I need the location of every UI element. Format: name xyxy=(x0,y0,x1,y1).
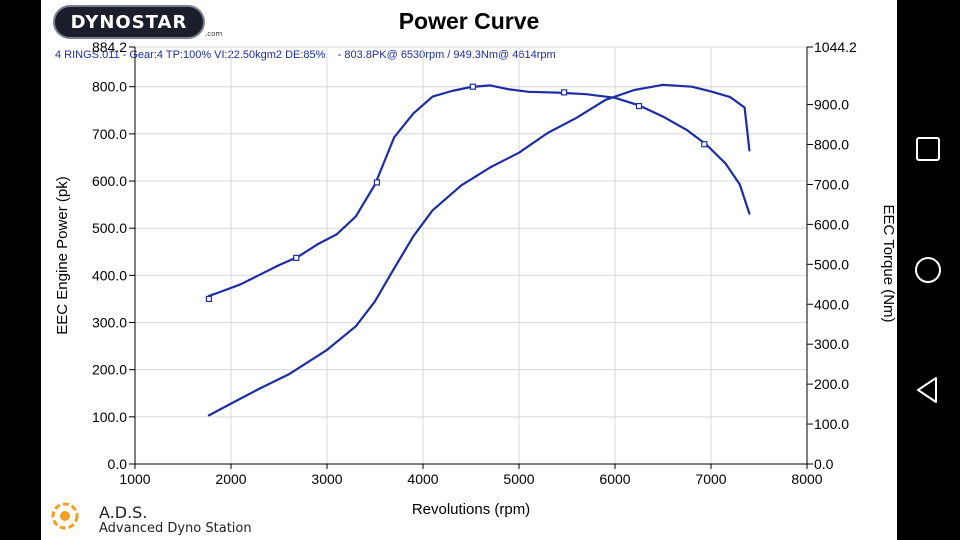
ads-brand-name: A.D.S. xyxy=(99,503,148,522)
circle-icon[interactable] xyxy=(913,255,943,285)
logo-suffix: .com xyxy=(205,30,223,38)
data-point-marker xyxy=(469,83,477,90)
ads-logo-icon xyxy=(51,502,79,530)
y-tick-label: 0.0 xyxy=(108,456,128,472)
x-tick-label: 4000 xyxy=(407,471,438,487)
y-tick-label: 400.0 xyxy=(92,267,127,283)
triangle-back-icon[interactable] xyxy=(913,375,943,405)
ads-brand-subtitle: Advanced Dyno Station xyxy=(99,521,252,536)
y-tick-label: 500.0 xyxy=(92,220,127,236)
chart-title: Power Curve xyxy=(398,8,540,34)
y2-tick-label: 700.0 xyxy=(814,176,849,192)
y2-tick-label: 0.0 xyxy=(814,456,834,472)
y-tick-label: 600.0 xyxy=(92,173,127,189)
x-tick-label: 1000 xyxy=(119,471,150,487)
y2-tick-label: 400.0 xyxy=(814,296,849,312)
data-point-marker xyxy=(635,102,643,110)
x-axis-label: Revolutions (rpm) xyxy=(412,501,530,518)
y-tick-label: 300.0 xyxy=(92,315,127,331)
x-tick-label: 3000 xyxy=(311,471,342,487)
y-axis-label: EEC Engine Power (pk) xyxy=(54,176,71,334)
power-curve-chart: 1000 2000 3000 4000 5000 6000 7000 80000.0100.0… xyxy=(54,39,897,518)
data-point-marker xyxy=(293,254,300,262)
app-screen: DYNOSTAR .com Power Curve 4 RINGS.011 - … xyxy=(41,0,897,540)
power-curve-line xyxy=(207,83,751,417)
y2-tick-label: 900.0 xyxy=(814,97,849,113)
data-point-marker xyxy=(701,141,708,148)
x-tick-label: 6000 xyxy=(599,471,630,487)
y2-tick-label: 200.0 xyxy=(814,376,849,392)
y2-tick-label: 300.0 xyxy=(814,336,849,352)
data-point-marker xyxy=(561,89,568,96)
square-icon[interactable] xyxy=(913,134,943,164)
run-info-line: 4 RINGS.011 - Gear:4 TP:100% VI:22.50kgm… xyxy=(55,49,556,61)
dynostar-logo: DYNOSTAR xyxy=(53,5,205,39)
torque-curve-line xyxy=(207,84,751,297)
y2-tick-label: 600.0 xyxy=(814,216,849,232)
logo-text: DYNOSTAR xyxy=(70,12,188,33)
y2-axis-label: EEC Torque (Nm) xyxy=(880,204,897,322)
y-tick-label: 100.0 xyxy=(92,409,127,425)
y2-tick-label: 100.0 xyxy=(814,416,849,432)
y2-tick-label: 800.0 xyxy=(814,137,849,153)
data-point-marker xyxy=(373,179,381,186)
x-tick-label: 8000 xyxy=(791,471,822,487)
y2-tick-label: 1044.2 xyxy=(814,39,857,55)
x-tick-label: 2000 xyxy=(215,471,246,487)
x-tick-label: 7000 xyxy=(695,471,726,487)
data-point-marker xyxy=(205,295,213,303)
y-tick-label: 200.0 xyxy=(92,362,127,378)
x-tick-label: 5000 xyxy=(503,471,534,487)
y2-tick-label: 500.0 xyxy=(814,256,849,272)
y-tick-label: 884.2 xyxy=(92,39,127,55)
android-nav-bar xyxy=(897,0,960,540)
y-tick-label: 700.0 xyxy=(92,126,127,142)
y-tick-label: 800.0 xyxy=(92,79,127,95)
